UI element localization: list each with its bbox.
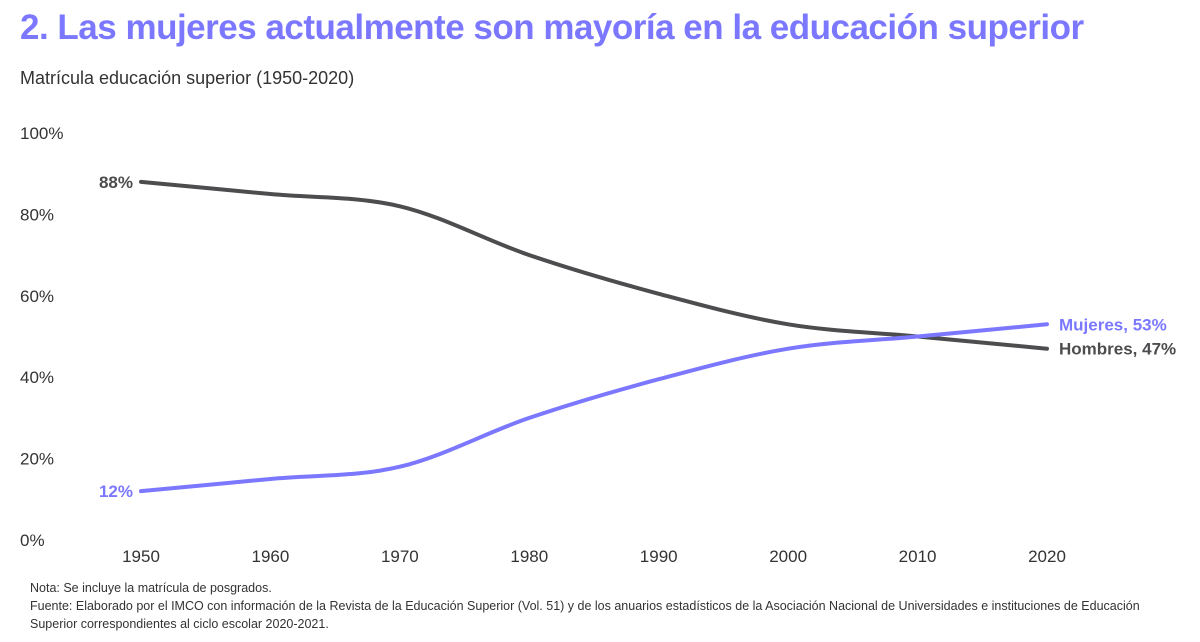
series-line-mujeres — [139, 322, 1049, 494]
y-tick-label: 100% — [20, 124, 63, 143]
x-tick-label: 1980 — [510, 547, 548, 566]
chart-subtitle: Matrícula educación superior (1950-2020) — [20, 68, 355, 88]
y-tick-label: 80% — [20, 205, 54, 224]
end-label-mujeres: Mujeres, 53% — [1059, 315, 1167, 334]
y-tick-label: 20% — [20, 450, 54, 469]
footnotes: Nota: Se incluye la matrícula de posgrad… — [30, 579, 1140, 633]
source-text: Fuente: Elaborado por el IMCO con inform… — [30, 599, 1140, 631]
start-label-hombres: 88% — [99, 173, 133, 192]
chart-title: 2. Las mujeres actualmente son mayoría e… — [20, 8, 1084, 47]
x-tick-label: 1960 — [252, 547, 290, 566]
x-tick-label: 1950 — [122, 547, 160, 566]
y-tick-label: 60% — [20, 287, 54, 306]
y-tick-label: 0% — [20, 531, 45, 550]
x-tick-label: 2020 — [1028, 547, 1066, 566]
end-label-hombres: Hombres, 47% — [1059, 340, 1176, 359]
x-tick-label: 1970 — [381, 547, 419, 566]
x-tick-label: 1990 — [640, 547, 678, 566]
note-text: Nota: Se incluye la matrícula de posgrad… — [30, 581, 272, 595]
start-label-mujeres: 12% — [99, 482, 133, 501]
y-tick-label: 40% — [20, 368, 54, 387]
x-tick-label: 2000 — [769, 547, 807, 566]
series-line-hombres — [139, 179, 1049, 351]
x-tick-label: 2010 — [899, 547, 937, 566]
